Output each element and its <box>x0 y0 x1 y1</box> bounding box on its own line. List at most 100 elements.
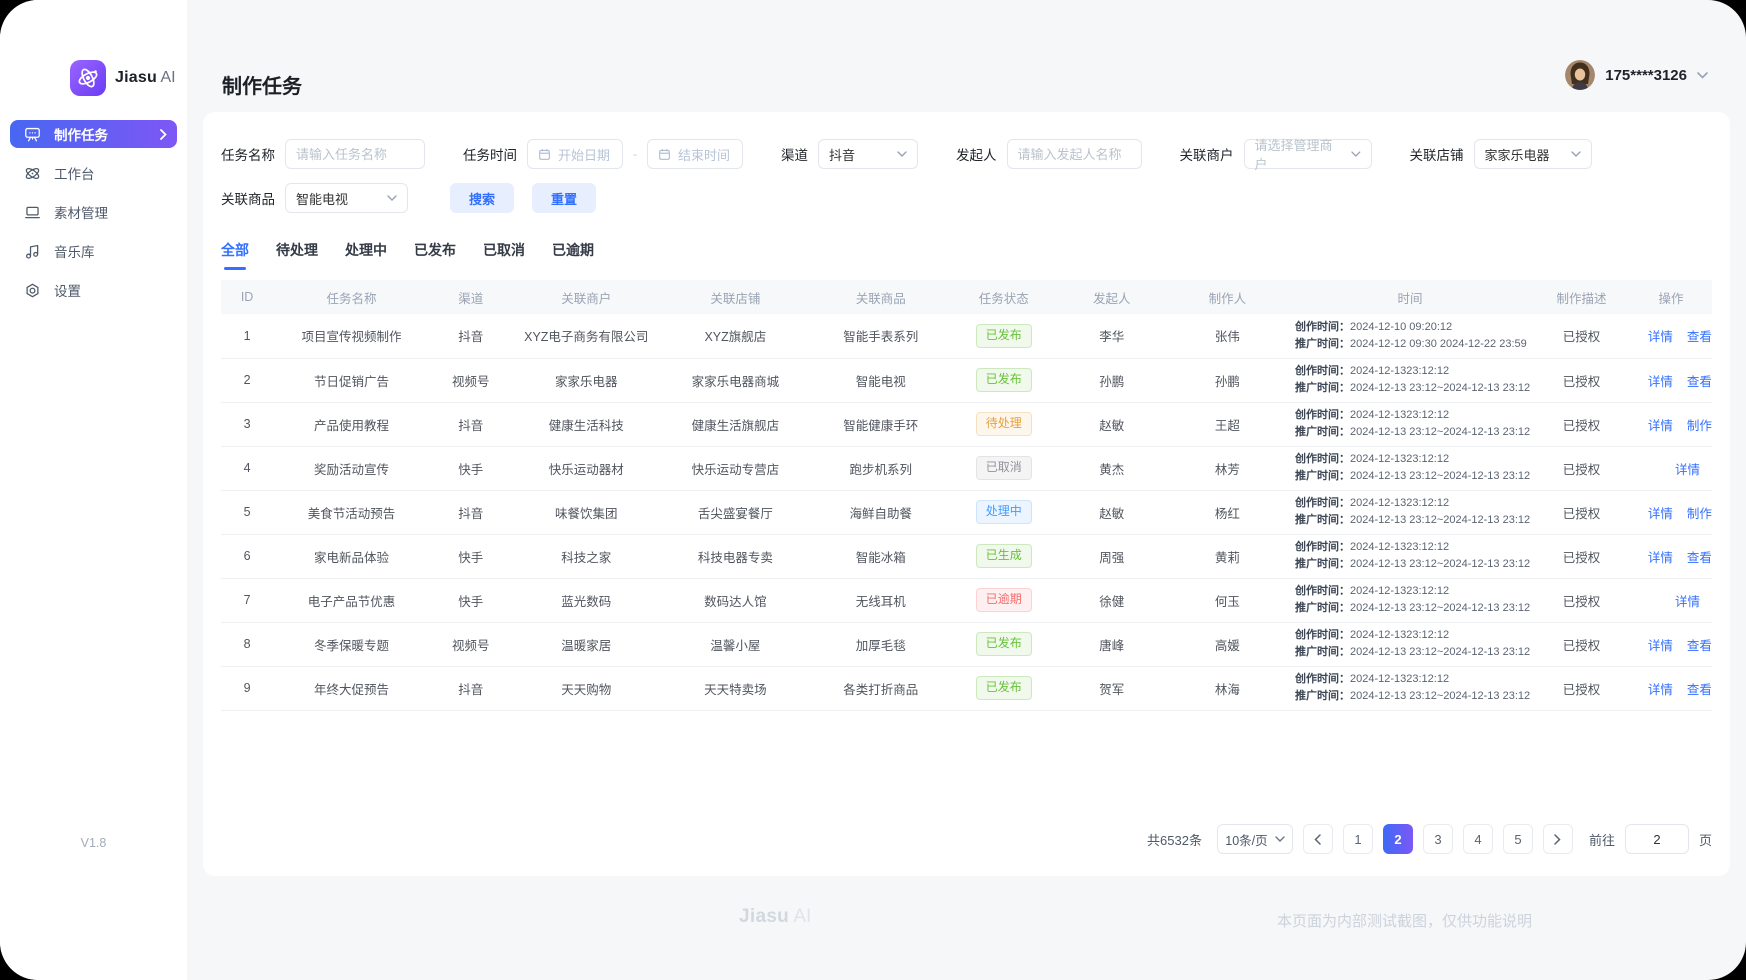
cell-product: 各类打折商品 <box>809 666 952 711</box>
cell-merchant: 天天购物 <box>511 666 661 711</box>
total-count: 共6532条 <box>1147 832 1202 848</box>
action-link[interactable]: 详情 <box>1647 682 1673 697</box>
column-header: 发起人 <box>1055 280 1168 314</box>
channel-select[interactable]: 抖音 <box>818 139 918 169</box>
sidebar-item-settings[interactable]: 设置 <box>10 276 177 304</box>
column-header: 关联商品 <box>809 280 952 314</box>
cell-store: 快乐运动专营店 <box>660 446 810 491</box>
action-link[interactable]: 详情 <box>1647 506 1673 521</box>
user-menu[interactable]: 175****3126 <box>1565 60 1708 90</box>
cell-store: 家家乐电器商城 <box>660 358 810 403</box>
material-management-icon <box>23 203 42 222</box>
action-link[interactable]: 查看 <box>1686 374 1712 389</box>
goto-page-input[interactable] <box>1624 824 1689 854</box>
page-size-select[interactable]: 10条/页 <box>1216 824 1293 854</box>
task-name-input[interactable] <box>285 139 425 169</box>
cell-initiator: 唐峰 <box>1055 622 1168 667</box>
action-link[interactable]: 查看 <box>1686 682 1712 697</box>
column-header: 关联商户 <box>511 280 661 314</box>
cell-maker: 张伟 <box>1167 314 1287 359</box>
page-button-1[interactable]: 1 <box>1342 824 1373 854</box>
channel-label: 渠道 <box>781 148 808 163</box>
cell-initiator: 赵敏 <box>1055 402 1168 447</box>
tab-3[interactable]: 处理中 <box>345 242 387 258</box>
cell-status: 已生成 <box>951 534 1056 579</box>
page-button-4[interactable]: 4 <box>1462 824 1493 854</box>
action-link[interactable]: 制作 <box>1686 506 1712 521</box>
action-link[interactable]: 查看 <box>1686 550 1712 565</box>
cell-maker: 林芳 <box>1167 446 1287 491</box>
settings-icon <box>23 281 42 300</box>
action-link[interactable]: 制作 <box>1686 418 1712 433</box>
cell-description: 已授权 <box>1533 578 1630 623</box>
reset-button[interactable]: 重置 <box>532 183 597 213</box>
cell-description: 已授权 <box>1533 358 1630 403</box>
column-header: 任务名称 <box>273 280 430 314</box>
filter-merchant: 关联商户 请选择管理商户 <box>1180 138 1372 172</box>
sidebar-item-workspace[interactable]: 工作台 <box>10 159 177 187</box>
cell-merchant: 蓝光数码 <box>511 578 661 623</box>
chevron-down-icon <box>897 151 907 157</box>
tab-6[interactable]: 已逾期 <box>552 242 594 258</box>
action-link[interactable]: 详情 <box>1674 462 1700 477</box>
action-link[interactable]: 详情 <box>1674 594 1700 609</box>
status-badge: 已发布 <box>975 632 1032 656</box>
cell-channel: 抖音 <box>429 666 512 711</box>
create-time: 创作时间：2024-12-1323:12:12 <box>1294 629 1450 641</box>
cell-time: 创作时间：2024-12-1323:12:12 推广时间：2024-12-13 2… <box>1286 534 1533 579</box>
cell-id: 5 <box>221 490 274 535</box>
store-select[interactable]: 家家乐电器 <box>1473 139 1592 169</box>
cell-time: 创作时间：2024-12-1323:12:12 推广时间：2024-12-13 2… <box>1286 446 1533 491</box>
sidebar-item-material-management[interactable]: 素材管理 <box>10 198 177 226</box>
cell-name: 电子产品节优惠 <box>273 578 430 623</box>
page-button-2[interactable]: 2 <box>1382 824 1413 854</box>
cell-name: 项目宣传视频制作 <box>273 314 430 359</box>
next-page-button[interactable] <box>1542 824 1573 854</box>
action-link[interactable]: 查看 <box>1686 330 1712 345</box>
search-button[interactable]: 搜索 <box>450 183 515 213</box>
action-link[interactable]: 详情 <box>1647 330 1673 345</box>
merchant-select[interactable]: 请选择管理商户 <box>1243 138 1372 172</box>
channel-value: 抖音 <box>829 147 856 163</box>
tab-5[interactable]: 已取消 <box>483 242 525 258</box>
start-date-picker[interactable]: 开始日期 <box>527 139 623 169</box>
end-date-picker[interactable]: 结束时间 <box>647 139 743 169</box>
cell-id: 8 <box>221 622 274 667</box>
status-badge: 待处理 <box>975 412 1032 436</box>
merchant-placeholder: 请选择管理商户 <box>1254 138 1333 172</box>
create-time: 创作时间：2024-12-1323:12:12 <box>1294 541 1450 553</box>
tab-4[interactable]: 已发布 <box>414 242 456 258</box>
create-time: 创作时间：2024-12-1323:12:12 <box>1294 453 1450 465</box>
page-button-5[interactable]: 5 <box>1502 824 1533 854</box>
cell-time: 创作时间：2024-12-1323:12:12 推广时间：2024-12-13 2… <box>1286 578 1533 623</box>
store-label: 关联店铺 <box>1409 148 1464 163</box>
app-version: V1.8 <box>80 836 107 850</box>
cell-maker: 孙鹏 <box>1167 358 1287 403</box>
cell-time: 创作时间：2024-12-1323:12:12 推广时间：2024-12-13 2… <box>1286 490 1533 535</box>
sidebar-item-production-tasks[interactable]: 制作任务 <box>10 120 177 148</box>
page-button-3[interactable]: 3 <box>1422 824 1453 854</box>
product-select[interactable]: 智能电视 <box>285 183 408 213</box>
action-link[interactable]: 详情 <box>1647 638 1673 653</box>
cell-store: 温馨小屋 <box>660 622 810 667</box>
action-link[interactable]: 详情 <box>1647 550 1673 565</box>
initiator-input[interactable] <box>1006 139 1142 169</box>
cell-actions: 详情 <box>1629 578 1712 623</box>
sidebar-item-music-library[interactable]: 音乐库 <box>10 237 177 265</box>
cell-description: 已授权 <box>1533 622 1630 667</box>
cell-merchant: 味餐饮集团 <box>511 490 661 535</box>
tab-2[interactable]: 待处理 <box>276 242 318 258</box>
cell-merchant: XYZ电子商务有限公司 <box>511 314 661 359</box>
status-badge: 处理中 <box>975 500 1032 524</box>
cell-channel: 抖音 <box>429 314 512 359</box>
prev-page-button[interactable] <box>1302 824 1333 854</box>
action-link[interactable]: 详情 <box>1647 418 1673 433</box>
cell-initiator: 孙鹏 <box>1055 358 1168 403</box>
cell-name: 奖励活动宣传 <box>273 446 430 491</box>
action-link[interactable]: 详情 <box>1647 374 1673 389</box>
action-link[interactable]: 查看 <box>1686 638 1712 653</box>
cell-maker: 林海 <box>1167 666 1287 711</box>
cell-channel: 快手 <box>429 578 512 623</box>
tab-1[interactable]: 全部 <box>221 240 249 270</box>
